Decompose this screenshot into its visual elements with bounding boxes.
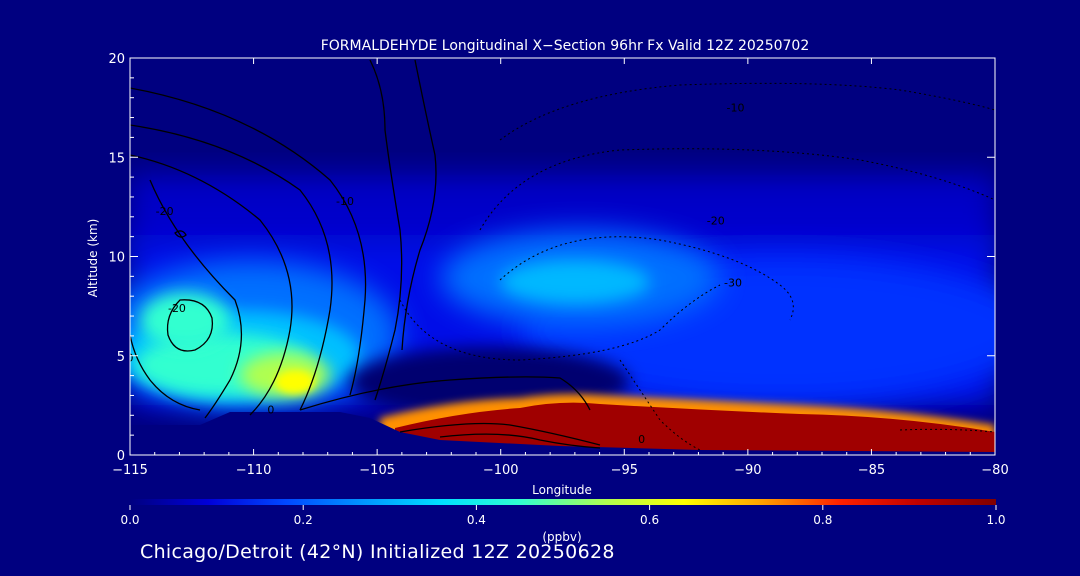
contour-line [369, 59, 403, 401]
x-tick-label: −110 [236, 463, 272, 478]
y-axis-label: Altitude (km) [86, 219, 100, 298]
colorbar-ticks: 0.0 0.2 0.4 0.6 0.8 1.0 [120, 505, 1006, 527]
contour-line [130, 154, 293, 416]
plume-west-yellow [275, 370, 315, 394]
contour-label: 0 [638, 433, 645, 446]
contour-line [130, 124, 333, 411]
contour-line [166, 299, 214, 352]
contour-label: -10 [727, 102, 745, 115]
x-axis-label: Longitude [532, 483, 592, 497]
concentration-field [130, 58, 995, 455]
x-tick-label: −100 [483, 463, 519, 478]
x-axis: −115 −110 −105 −100 −95 −90 −85 −80 [112, 58, 1009, 478]
boundary-layer-core [395, 402, 995, 455]
contour-line-dashed [899, 428, 995, 433]
colorbar-tick-label: 0.6 [640, 513, 659, 527]
chart-title: FORMALDEHYDE Longitudinal X−Section 96hr… [321, 38, 810, 54]
contour-labels: -10 -20 -30 -10 -20 -20 0 0 0 [127, 102, 745, 446]
contour-line-dashed [499, 82, 995, 141]
contour-label: 0 [127, 352, 134, 365]
colorbar-tick-label: 0.0 [120, 513, 139, 527]
contour-line [149, 179, 243, 419]
x-tick-label: −95 [611, 463, 638, 478]
y-tick-label: 15 [108, 151, 125, 166]
contour-label: -20 [156, 205, 174, 218]
plume-west-upper [140, 292, 230, 348]
contour-line [130, 87, 367, 396]
x-tick-label: −105 [359, 463, 395, 478]
colorbar: 0.0 0.2 0.4 0.6 0.8 1.0 (ppbv) [120, 499, 1006, 544]
colorbar-gradient [130, 499, 996, 505]
contour-label: 0 [267, 403, 274, 416]
contour-line [174, 230, 187, 238]
terrain-mask [130, 412, 995, 455]
colorbar-tick-label: 0.2 [294, 513, 313, 527]
contour-lines-dashed [399, 82, 995, 451]
y-tick-label: 0 [117, 449, 125, 464]
contour-label: -20 [707, 215, 725, 228]
contour-lines [130, 59, 601, 449]
contour-line [299, 376, 591, 411]
colorbar-unit-label: (ppbv) [542, 530, 581, 544]
contour-label: -10 [336, 195, 354, 208]
plume-central-inner [500, 260, 650, 304]
contour-line [401, 59, 437, 351]
contour-line [439, 433, 601, 449]
x-tick-label: −80 [981, 463, 1008, 478]
y-tick-label: 20 [108, 52, 125, 67]
colorbar-tick-label: 0.4 [467, 513, 486, 527]
y-tick-label: 5 [117, 350, 125, 365]
colorbar-tick-label: 0.8 [813, 513, 832, 527]
contour-label: -20 [168, 302, 186, 315]
contour-label: -30 [724, 276, 742, 289]
x-tick-label: −85 [858, 463, 885, 478]
initialization-caption: Chicago/Detroit (42°N) Initialized 12Z 2… [140, 541, 615, 563]
colorbar-tick-label: 1.0 [986, 513, 1005, 527]
contour-line [130, 334, 201, 411]
contour-line [399, 422, 601, 446]
x-tick-label: −115 [112, 463, 148, 478]
contour-line-dashed [619, 359, 701, 451]
y-tick-label: 10 [108, 251, 125, 266]
x-tick-label: −90 [734, 463, 761, 478]
